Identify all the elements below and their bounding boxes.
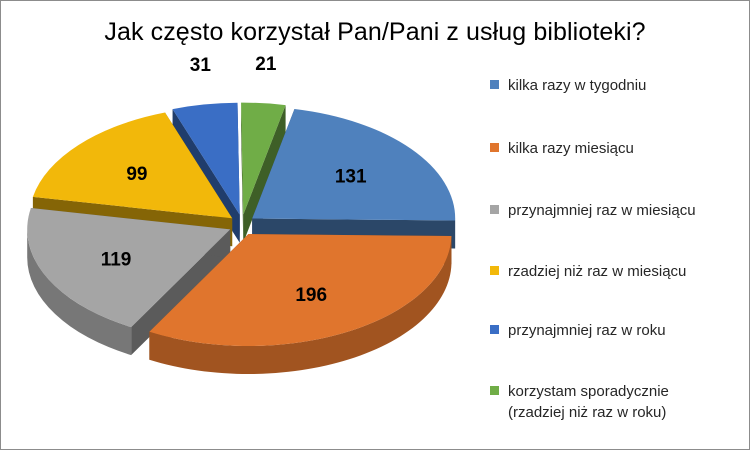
slice-wall-start-przynajmniej-raz-w-miesi-cu <box>131 229 231 356</box>
legend-swatch-rzadziej-ni-raz-w-miesi-cu <box>490 266 499 275</box>
legend-label-rzadziej-ni-raz-w-miesi-cu: rzadziej niż raz w miesiącu <box>508 263 687 280</box>
legend-swatch-kilka-razy-w-tygodniu <box>490 80 499 89</box>
legend-swatch-korzystam-sporadycznie-rzadziej-ni-raz-w-roku <box>490 386 499 395</box>
legend-label-korzystam-sporadycznie-rzadziej-ni-raz-w-roku: korzystam sporadycznie (rzadziej niż raz… <box>508 383 669 421</box>
slice-rzadziej-ni-raz-w-miesi-cu <box>32 112 233 219</box>
legend-label-kilka-razy-w-tygodniu: kilka razy w tygodniu <box>508 77 647 94</box>
slice-rim-przynajmniej-raz-w-miesi-cu <box>27 229 132 356</box>
legend-label-przynajmniej-raz-w-miesi-cu: przynajmniej raz w miesiącu <box>508 202 696 219</box>
slice-wall-start-korzystam-sporadycznie-rzadziej-ni-raz-w-roku <box>241 102 244 243</box>
legend-swatch-kilka-razy-miesi-cu <box>490 143 499 152</box>
slice-wall-end-korzystam-sporadycznie-rzadziej-ni-raz-w-roku <box>243 105 286 243</box>
chart-legend: kilka razy w tygodniu kilka razy miesiącu… <box>490 0 745 450</box>
legend-item-korzystam-sporadycznie-rzadziej-ni-raz-w-roku: korzystam sporadycznie (rzadziej niż raz… <box>490 381 728 423</box>
legend-swatch-przynajmniej-raz-w-roku <box>490 325 499 334</box>
data-label-przynajmniej-raz-w-roku: 31 <box>190 55 212 76</box>
data-label-przynajmniej-raz-w-miesi-cu: 119 <box>101 250 132 271</box>
data-label-korzystam-sporadycznie-rzadziej-ni-raz-w-roku: 21 <box>255 54 277 75</box>
legend-item-przynajmniej-raz-w-miesi-cu: przynajmniej raz w miesiącu <box>490 200 728 221</box>
slice-kilka-razy-w-tygodniu <box>252 108 456 221</box>
pie-label-layer: 131 196 119 99 31 21 <box>101 54 367 306</box>
pie-top-layer <box>27 102 456 347</box>
legend-item-rzadziej-ni-raz-w-miesi-cu: rzadziej niż raz w miesiącu <box>490 261 728 282</box>
legend-item-kilka-razy-w-tygodniu: kilka razy w tygodniu <box>490 75 728 96</box>
slice-korzystam-sporadycznie-rzadziej-ni-raz-w-roku <box>241 102 286 215</box>
legend-item-kilka-razy-miesi-cu: kilka razy miesiącu <box>490 138 728 159</box>
data-label-kilka-razy-w-tygodniu: 131 <box>335 166 367 187</box>
data-label-kilka-razy-miesi-cu: 196 <box>295 285 327 306</box>
legend-label-przynajmniej-raz-w-roku: przynajmniej raz w roku <box>508 322 666 339</box>
slice-przynajmniej-raz-w-miesi-cu <box>27 208 231 328</box>
legend-item-przynajmniej-raz-w-roku: przynajmniej raz w roku <box>490 320 728 341</box>
slice-rim-kilka-razy-miesi-cu <box>149 236 452 375</box>
legend-swatch-przynajmniej-raz-w-miesi-cu <box>490 205 499 214</box>
data-label-rzadziej-ni-raz-w-miesi-cu: 99 <box>126 164 147 185</box>
chart-title: Jak często korzystał Pan/Pani z usług bi… <box>104 18 646 46</box>
slice-kilka-razy-miesi-cu <box>149 234 452 347</box>
slice-przynajmniej-raz-w-roku <box>172 102 240 215</box>
legend-label-kilka-razy-miesi-cu: kilka razy miesiącu <box>508 140 634 157</box>
